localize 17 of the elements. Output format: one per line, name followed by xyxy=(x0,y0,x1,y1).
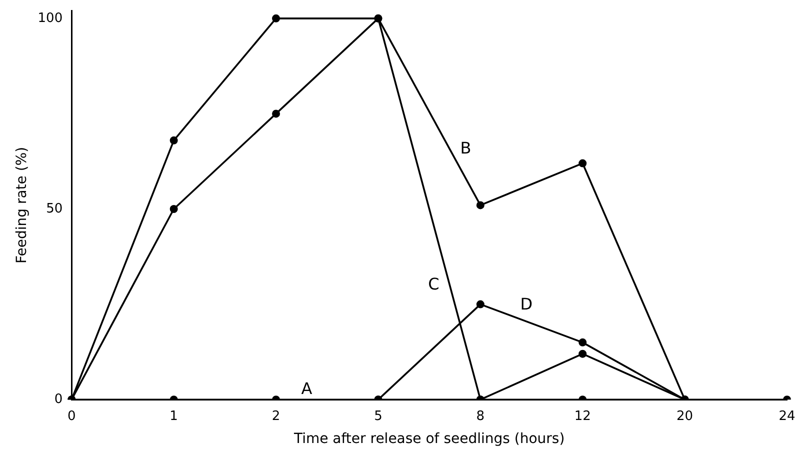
x-tick-label: 12 xyxy=(574,408,591,424)
series-label: A xyxy=(301,378,312,398)
y-tick-label: 50 xyxy=(46,201,63,216)
series-label: C xyxy=(428,274,440,294)
y-tick-label: 0 xyxy=(54,392,63,407)
y-axis-title: Feeding rate (%) xyxy=(14,146,30,264)
y-tick-label: 100 xyxy=(38,10,63,26)
x-tick-label: 24 xyxy=(778,408,796,424)
x-tick-label: 0 xyxy=(67,408,76,424)
x-axis-title: Time after release of seedlings (hours) xyxy=(292,431,565,448)
x-tick-label: 2 xyxy=(272,408,280,424)
series-label: B xyxy=(460,138,472,158)
x-tick-label: 8 xyxy=(476,408,485,424)
x-tick-label: 20 xyxy=(676,408,694,424)
x-tick-label: 1 xyxy=(170,408,178,424)
x-tick-label: 5 xyxy=(374,408,382,424)
series-label: D xyxy=(520,294,533,314)
